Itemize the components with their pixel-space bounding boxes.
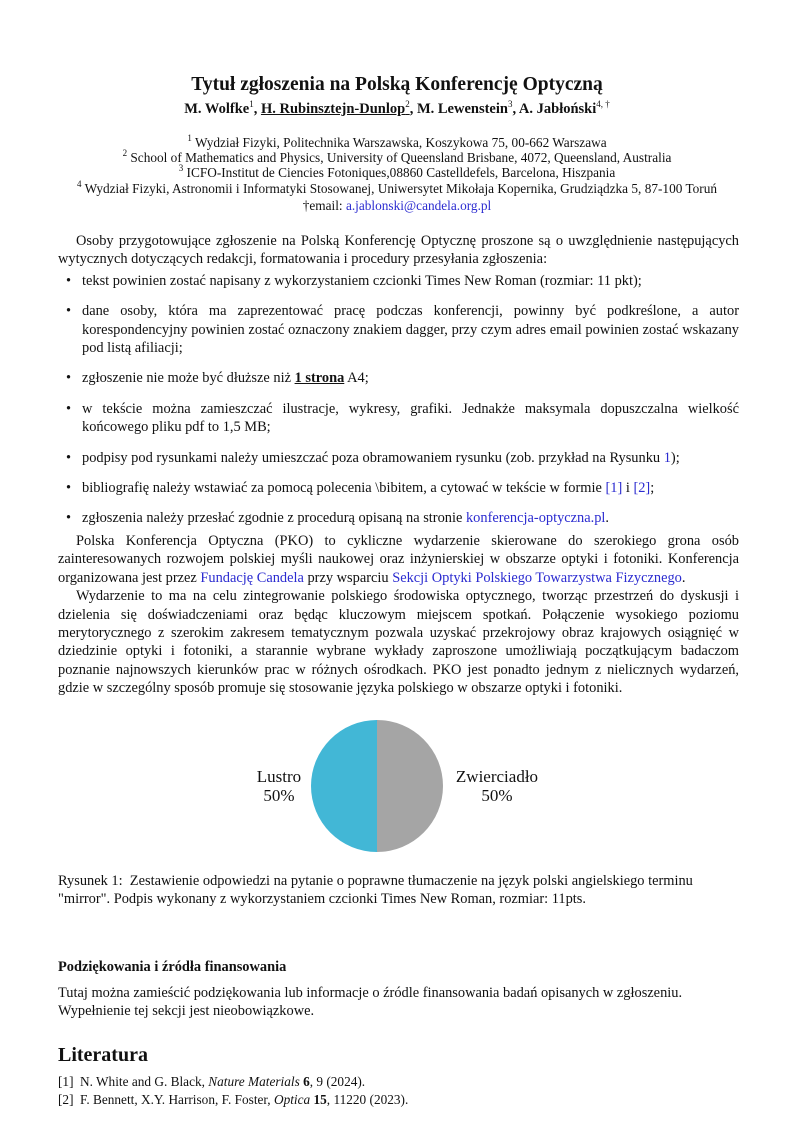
paper-title: Tytuł zgłoszenia na Polską Konferencję O… xyxy=(191,74,603,95)
author-presenting: H. Rubinsztejn-Dunlop2 xyxy=(260,99,410,118)
author-list: M. Wolfke1, H. Rubinsztejn-Dunlop2, M. L… xyxy=(184,99,610,118)
affiliation: 3 ICFO-Institut de Ciencies Fotoniques,0… xyxy=(178,163,616,181)
pie-chart-figure: Lustro 50% Zwierciadło 50% xyxy=(58,714,739,859)
email-line: †email: a.jablonski@candela.org.pl xyxy=(302,197,492,213)
candela-link[interactable]: Fundację Candela xyxy=(200,569,304,586)
affiliation: 1 Wydział Fizyki, Politechnika Warszawsk… xyxy=(187,133,607,151)
pie-chart xyxy=(311,719,443,852)
affiliations: 1 Wydział Fizyki, Politechnika Warszawsk… xyxy=(0,133,794,213)
list-item: w tekście można zamieszczać ilustracje, … xyxy=(60,400,739,437)
author-corresponding: A. Jabłoński4, † xyxy=(518,99,610,118)
body-text: Polska Konferencja Optyczna (PKO) to cyk… xyxy=(58,532,739,698)
acknowledgements-heading: Podziękowania i źródła finansowania xyxy=(58,959,287,976)
references-heading: Literatura xyxy=(58,1043,148,1066)
intro-paragraph: Osoby przygotowujące zgłoszenie na Polsk… xyxy=(58,233,739,268)
citation-link[interactable]: [2] xyxy=(633,480,651,497)
reference-item: [2] F. Bennett, X.Y. Harrison, F. Foster,… xyxy=(58,1091,409,1107)
pie-label-lustro: Lustro 50% xyxy=(256,766,302,805)
author: M. Wolfke1 xyxy=(184,99,254,118)
paragraph: Wydarzenie to ma na celu zintegrowanie p… xyxy=(58,588,739,697)
acknowledgements-text: Tutaj można zamieścić podziękowania lub … xyxy=(58,984,683,1020)
list-item: podpisy pod rysunkami należy umieszczać … xyxy=(60,449,739,468)
guidelines-list: tekst powinien zostać napisany z wykorzy… xyxy=(60,272,739,528)
list-item: zgłoszenie nie może być dłuższe niż 1 st… xyxy=(60,369,739,388)
affiliation: 4 Wydział Fizyki, Astronomii i Informaty… xyxy=(76,178,718,196)
affiliation: 2 School of Mathematics and Physics, Uni… xyxy=(122,148,672,166)
citation-link[interactable]: [1] xyxy=(605,480,623,497)
list-item: zgłoszenia należy przesłać zgodnie z pro… xyxy=(60,509,739,528)
email-link[interactable]: a.jablonski@candela.org.pl xyxy=(345,197,492,213)
pie-slice-zwierciadło xyxy=(377,719,443,852)
list-item: tekst powinien zostać napisany z wykorzy… xyxy=(60,272,739,291)
reference-item: [1] N. White and G. Black, Nature Materia… xyxy=(58,1073,366,1089)
website-link[interactable]: konferencja-optyczna.pl xyxy=(465,510,606,527)
pie-label-zwierciadlo: Zwierciadło 50% xyxy=(455,766,539,805)
main-content: Osoby przygotowujące zgłoszenie na Polsk… xyxy=(58,232,739,1109)
list-item: bibliografię należy wstawiać za pomocą p… xyxy=(60,479,739,498)
pie-slice-lustro xyxy=(311,719,377,852)
section-link[interactable]: Sekcji Optyki Polskiego Towarzystwa Fizy… xyxy=(392,569,682,586)
figure-caption: Rysunek 1: Zestawienie odpowiedzi na pyt… xyxy=(58,872,693,907)
figure-ref-link[interactable]: 1 xyxy=(663,449,671,466)
author: M. Lewenstein3 xyxy=(416,99,513,118)
list-item: dane osoby, która ma zaprezentować pracę… xyxy=(60,302,739,357)
reference-list: [1] N. White and G. Black, Nature Materia… xyxy=(58,1073,739,1109)
paragraph: Polska Konferencja Optyczna (PKO) to cyk… xyxy=(58,532,739,586)
